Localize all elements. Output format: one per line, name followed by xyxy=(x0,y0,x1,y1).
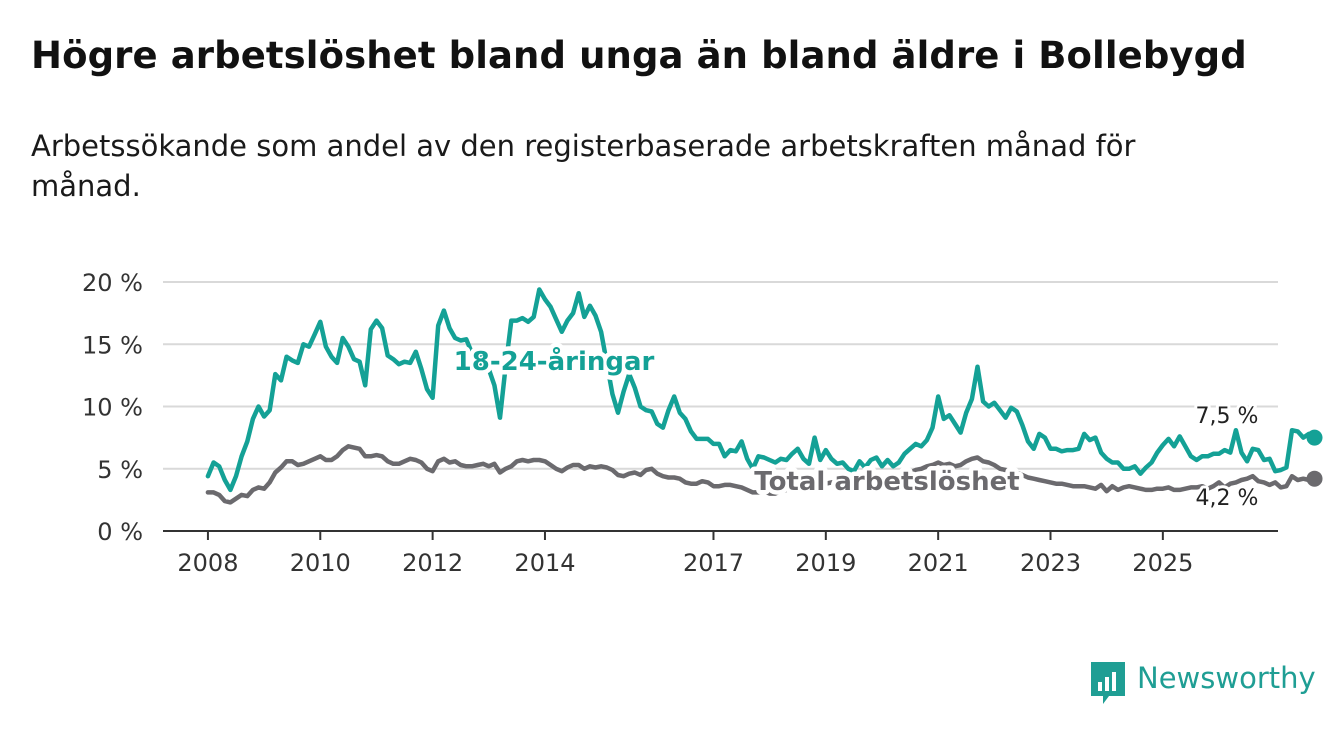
x-axis: 2008 2010 2012 2014 2017 2019 2021 2023 2025 xyxy=(163,530,1278,577)
series-line-18-24 xyxy=(205,287,1317,493)
end-label-total: 4,2 % xyxy=(1196,486,1259,511)
x-tick-label: 2025 xyxy=(1132,549,1193,577)
end-point-total xyxy=(1306,470,1323,487)
brand-name: Newsworthy xyxy=(1137,661,1316,695)
x-tick-label: 2017 xyxy=(683,549,744,577)
series-line-total xyxy=(205,444,1317,505)
series-labels: 18-24-åringar Total arbetslöshet 7,5 % 4,2 … xyxy=(449,341,1261,515)
y-tick-label: 5 % xyxy=(97,456,143,484)
x-tick-label: 2008 xyxy=(177,549,238,577)
chart-subtitle: Arbetssökande som andel av den registerb… xyxy=(31,129,1136,203)
x-tick-label: 2023 xyxy=(1020,549,1081,577)
end-point-18-24 xyxy=(1306,429,1323,446)
x-tick-label: 2010 xyxy=(290,549,351,577)
end-label-18-24: 7,5 % xyxy=(1196,404,1259,429)
series-lines xyxy=(205,287,1323,505)
series-label-18-24: 18-24-åringar xyxy=(454,345,655,377)
x-tick-label: 2021 xyxy=(908,549,969,577)
chart-title: Högre arbetslöshet bland unga än bland ä… xyxy=(31,34,1247,77)
y-tick-label: 15 % xyxy=(82,331,143,359)
y-axis-labels: 0 % 5 % 10 % 15 % 20 % xyxy=(82,269,143,546)
y-tick-label: 20 % xyxy=(82,269,143,297)
x-tick-label: 2014 xyxy=(514,549,575,577)
x-tick-label: 2012 xyxy=(402,549,463,577)
gridlines xyxy=(163,281,1278,470)
newsworthy-logo xyxy=(1091,662,1125,704)
series-label-total: Total arbetslöshet xyxy=(754,467,1019,497)
y-tick-label: 10 % xyxy=(82,394,143,422)
y-tick-label: 0 % xyxy=(97,518,143,546)
x-tick-label: 2019 xyxy=(795,549,856,577)
